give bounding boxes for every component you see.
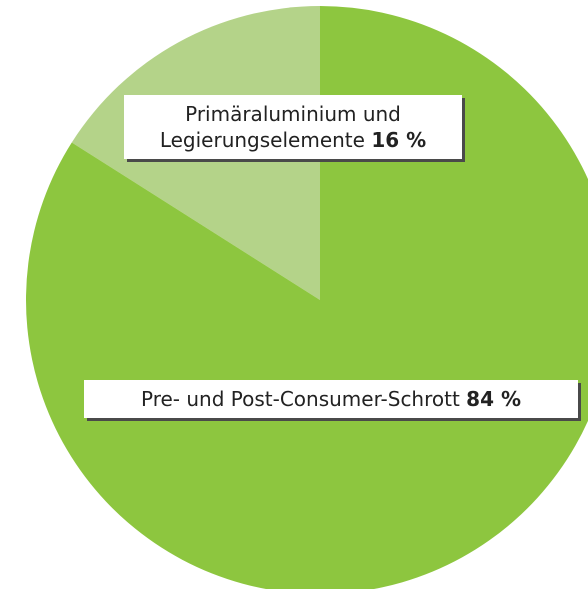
value-label: 16 % (371, 128, 427, 152)
value-label: 84 % (466, 387, 522, 411)
slice-label: Primäraluminium und Legierungselemente 1… (124, 95, 462, 159)
slice-label: Pre- und Post-Consumer-Schrott 84 % (84, 380, 578, 418)
category-label: Pre- und Post-Consumer-Schrott (140, 387, 460, 411)
category-label: Primäraluminium und Legierungselemente (159, 102, 401, 152)
